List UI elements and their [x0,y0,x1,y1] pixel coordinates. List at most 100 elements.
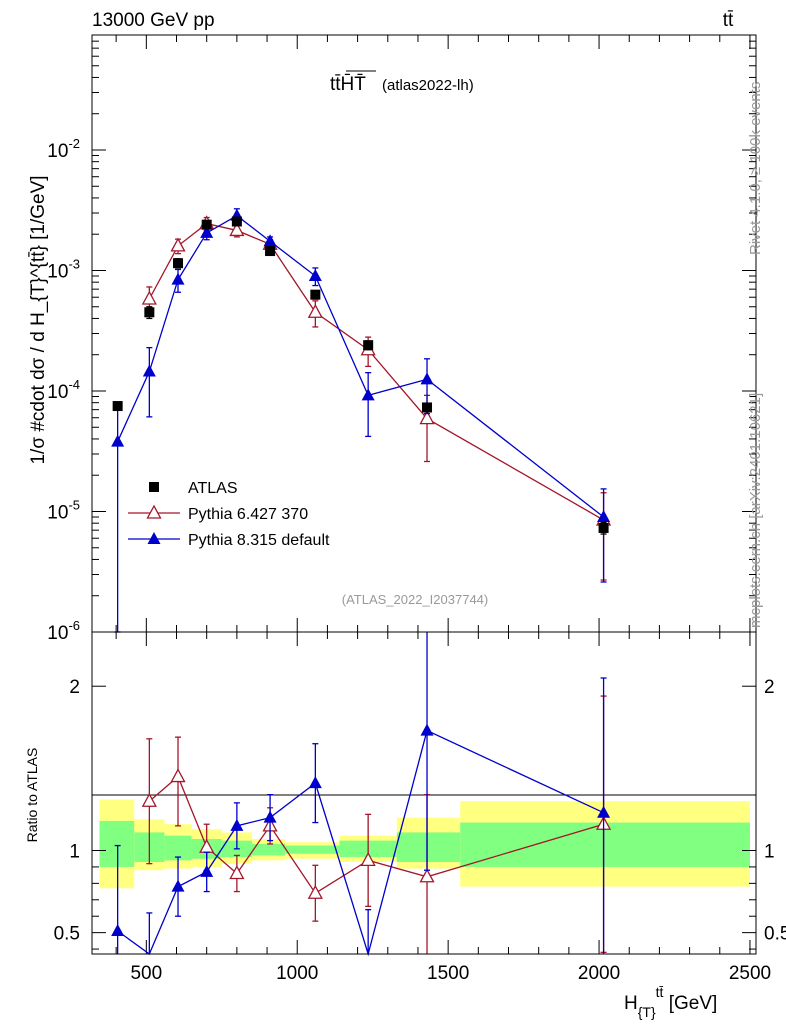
ratio-point-pythia-6-427-370 [360,851,376,867]
ratio-y-tick-label-right: 0.5 [764,924,786,945]
series-atlas [112,216,609,535]
legend-label-atlas: ATLAS [188,480,238,497]
main-axis-ticks: 10-210-310-410-510-6 [47,34,756,644]
main-y-tick-label: 10-5 [47,497,80,523]
data-point-pythia-8-315-default [420,372,434,385]
data-point-pythia-6-427-370 [419,410,435,425]
x-tick-label: 2000 [578,963,620,984]
ratio-inner-band [99,820,135,867]
y-axis-label-text: 1/σ #cdot dσ / d H_{T}^{tt̄} [1/GeV] [28,175,49,464]
y-axis-label: 1/σ #cdot dσ / d H_{T}^{tt̄} [1/GeV] [28,175,49,464]
legend-entry-pythia-6-427-370: Pythia 6.427 370 [128,504,308,523]
ratio-axis-ticks: 0.5 0.51 12 2500 1000 1500 2000 2500 [54,632,786,984]
main-y-tick-label: 10-6 [47,618,80,644]
ratio-point-pythia-6-427-370 [141,792,157,807]
main-y-tick-label-base: 10 [47,623,68,644]
main-y-tick-label-base: 10 [47,261,68,282]
x-tick-label: 2500 [729,963,771,984]
main-y-tick-label-base: 10 [47,502,68,523]
data-point-atlas [201,219,212,230]
ratio-inner-band [285,845,340,854]
legend-label-pythia-6-427-370: Pythia 6.427 370 [188,506,308,523]
main-y-tick-label-exp: -4 [68,377,80,392]
x-axis-label-base: H [624,993,638,1014]
ratio-panel: 0.5 0.51 12 2500 1000 1500 2000 2500 Ratio to A… [24,631,786,1020]
series-line-pythia-6-427-370 [148,222,604,521]
data-point-atlas [231,216,242,227]
main-title: tt̄H̄T̄ (atlas2022-lh) [330,70,474,95]
main-y-tick-label-exp: -6 [68,618,80,633]
data-point-atlas [310,289,321,300]
series-line-pythia-8-315-default [117,214,604,518]
ratio-y-tick-label-right: 2 [764,677,775,698]
side-label-mcplots: mcplots.cern.ch [arXiv:2401.10621] [747,393,764,628]
series-pythia-8-315-default [111,208,611,633]
ratio-point-pythia-8-315-default [308,776,322,789]
ratio-point-pythia-8-315-default [597,805,611,818]
ratio-y-label: Ratio to ATLAS [24,748,40,843]
legend-marker-pythia-6-427-370 [146,504,162,519]
x-axis-label-sub: {T} [638,1004,656,1020]
legend-marker-pythia-8-315-default [147,532,161,544]
data-point-pythia-8-315-default [308,269,322,282]
ratio-point-pythia-6-427-370 [307,884,323,899]
ratio-point-pythia-8-315-default [200,864,214,877]
main-panel: 10-210-310-410-510-6 tt̄H̄T̄ (atlas2022-… [28,34,757,644]
side-label-rivet: Rivet 4.1.0, ≥ 100k events [747,82,764,255]
data-point-atlas [173,258,184,269]
main-y-tick-label: 10-2 [47,136,80,162]
side-label-mcplots-text: mcplots.cern.ch [arXiv:2401.10621] [747,393,764,628]
x-axis-label-unit: [GeV] [663,993,717,1014]
ratio-point-pythia-6-427-370 [229,865,245,880]
main-y-tick-label-exp: -2 [68,136,80,151]
legend: ATLAS Pythia 6.427 370 Pythia 8.315 defaul… [128,480,330,549]
ratio-y-tick-label-left: 2 [69,677,80,698]
main-y-tick-label-base: 10 [47,382,68,403]
analysis-id: (ATLAS_2022_I2037744) [342,592,488,607]
ratio-point-pythia-8-315-default [111,924,125,936]
ratio-y-label-text: Ratio to ATLAS [24,748,40,843]
x-axis-label-sup: tt̄ [656,984,664,1000]
ratio-point-pythia-6-427-370 [419,868,435,883]
data-point-pythia-6-427-370 [170,237,186,252]
main-y-tick-label-base: 10 [47,141,68,162]
ratio-series-pythia-8-315-default [111,632,611,957]
ratio-point-pythia-8-315-default [263,810,277,823]
legend-entry-pythia-8-315-default: Pythia 8.315 default [128,532,330,549]
ratio-y-tick-label-left: 0.5 [54,924,80,945]
ratio-inner-band [396,832,461,862]
ratio-line-pythia-8-315-default [117,729,604,957]
main-y-tick-label: 10-4 [47,377,80,403]
header-energy-label: 13000 GeV pp [92,10,215,31]
side-label-rivet-text: Rivet 4.1.0, ≥ 100k events [747,82,764,255]
plot-subtitle: (atlas2022-lh) [382,77,474,94]
header-process-label: tt̄ [723,10,734,31]
ratio-y-tick-label-left: 1 [69,842,80,863]
main-y-tick-label: 10-3 [47,256,80,282]
x-tick-label: 500 [130,963,162,984]
ratio-point-pythia-8-315-default [420,723,434,736]
data-point-atlas [422,402,433,413]
ratio-point-pythia-8-315-default [171,879,185,892]
data-point-atlas [112,401,123,412]
data-point-pythia-8-315-default [171,272,185,285]
x-tick-label: 1000 [276,963,318,984]
main-series-layer [111,208,612,633]
data-point-pythia-8-315-default [142,364,156,377]
data-point-atlas [363,340,374,351]
data-point-pythia-6-427-370 [307,303,323,318]
ratio-point-pythia-6-427-370 [170,768,186,783]
ratio-frame [91,631,757,955]
data-point-pythia-8-315-default [263,234,277,247]
series-pythia-6-427-370 [141,215,612,581]
ratio-inner-band [164,835,192,861]
data-point-atlas [598,522,609,533]
data-point-atlas [144,307,155,318]
data-point-pythia-8-315-default [361,388,375,401]
ratio-y-tick-label-right: 1 [764,842,775,863]
ratio-point-pythia-8-315-default [230,818,244,831]
data-point-pythia-8-315-default [200,225,214,238]
ratio-inner-band [251,843,286,856]
ratio-inner-band [460,822,750,867]
plot-title: tt̄H̄T̄ [330,74,366,95]
